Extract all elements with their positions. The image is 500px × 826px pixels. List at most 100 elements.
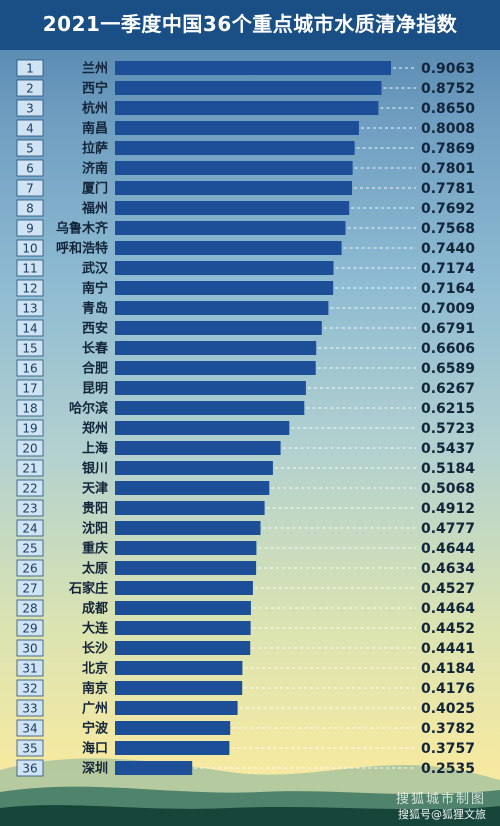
category-label: 西宁 <box>82 81 108 97</box>
bar-row: 34 宁波 0.3782 <box>16 719 475 737</box>
bar <box>115 501 265 515</box>
category-label: 武汉 <box>82 261 109 277</box>
category-label: 长沙 <box>82 641 108 657</box>
category-label: 郑州 <box>82 421 108 437</box>
rank-box <box>16 599 44 617</box>
category-label: 乌鲁木齐 <box>56 221 109 237</box>
rank-label: 12 <box>22 282 37 296</box>
value-label: 0.7440 <box>421 241 475 257</box>
value-label: 0.7568 <box>421 221 475 237</box>
bar-row: 24 沈阳 0.4777 <box>16 519 475 537</box>
rank-label: 11 <box>22 262 37 276</box>
rank-label: 24 <box>22 522 37 536</box>
value-label: 0.6215 <box>421 401 475 417</box>
bar <box>115 321 322 335</box>
bar <box>115 661 243 675</box>
category-label: 太原 <box>81 561 108 577</box>
bar <box>115 181 352 195</box>
category-label: 海口 <box>82 741 108 757</box>
rank-label: 10 <box>22 242 37 256</box>
value-label: 0.4912 <box>421 501 475 517</box>
rank-box <box>16 739 44 757</box>
bar <box>115 441 281 455</box>
rank-label: 8 <box>26 202 34 216</box>
bar-row: 9 乌鲁木齐 0.7568 <box>16 219 475 237</box>
category-label: 厦门 <box>82 181 108 197</box>
rank-label: 2 <box>26 82 34 96</box>
value-label: 0.6267 <box>421 381 475 397</box>
bar-row: 14 西安 0.6791 <box>16 319 475 337</box>
value-label: 0.3757 <box>421 741 475 757</box>
rank-box <box>16 299 44 317</box>
rank-label: 3 <box>26 102 34 116</box>
value-label: 0.4025 <box>421 701 475 717</box>
category-label: 天津 <box>82 481 108 497</box>
bar-row: 7 厦门 0.7781 <box>16 179 475 197</box>
value-label: 0.7869 <box>421 141 475 157</box>
rank-label: 17 <box>22 382 37 396</box>
rank-label: 35 <box>22 742 37 756</box>
bar-row: 13 青岛 0.7009 <box>16 299 475 317</box>
rank-label: 27 <box>22 582 37 596</box>
rank-box <box>16 79 44 97</box>
rank-box <box>16 559 44 577</box>
category-label: 深圳 <box>82 761 108 777</box>
rank-label: 28 <box>22 602 37 616</box>
value-label: 0.5184 <box>421 461 475 477</box>
rank-box <box>16 639 44 657</box>
value-label: 0.4634 <box>421 561 475 577</box>
category-label: 银川 <box>82 461 108 477</box>
bar <box>115 341 317 355</box>
bar <box>115 201 350 215</box>
bar-row: 4 南昌 0.8008 <box>16 119 475 137</box>
value-label: 0.8650 <box>421 101 475 117</box>
bar-row: 29 大连 0.4452 <box>16 619 475 637</box>
bar <box>115 481 270 495</box>
rank-label: 26 <box>22 562 37 576</box>
bar-row: 23 贵阳 0.4912 <box>16 499 475 517</box>
bar <box>115 261 334 275</box>
category-label: 沈阳 <box>82 521 108 537</box>
rank-box <box>16 139 44 157</box>
value-label: 0.4464 <box>421 601 475 617</box>
category-label: 合肥 <box>82 361 108 377</box>
rank-label: 31 <box>22 662 37 676</box>
bar <box>115 761 193 775</box>
bar <box>115 221 346 235</box>
bar-row: 2 西宁 0.8752 <box>16 79 475 97</box>
category-label: 重庆 <box>82 541 108 557</box>
rank-label: 16 <box>22 362 37 376</box>
category-label: 大连 <box>82 621 109 637</box>
bar-row: 6 济南 0.7801 <box>16 159 475 177</box>
rank-label: 7 <box>26 182 34 196</box>
rank-box <box>16 679 44 697</box>
bar <box>115 741 230 755</box>
category-label: 兰州 <box>82 61 108 77</box>
bar-row: 17 昆明 0.6267 <box>16 379 475 397</box>
category-label: 成都 <box>82 601 108 617</box>
value-label: 0.4184 <box>421 661 475 677</box>
value-label: 0.2535 <box>421 761 475 777</box>
bar <box>115 241 342 255</box>
bar-row: 15 长春 0.6606 <box>16 339 475 357</box>
bar-row: 11 武汉 0.7174 <box>16 259 475 277</box>
value-label: 0.5068 <box>421 481 475 497</box>
category-label: 宁波 <box>82 721 109 737</box>
value-label: 0.5437 <box>421 441 475 457</box>
rank-label: 29 <box>22 622 37 636</box>
category-label: 西安 <box>82 321 108 337</box>
rank-box <box>16 379 44 397</box>
rank-label: 14 <box>22 322 37 336</box>
category-label: 南宁 <box>82 281 108 297</box>
rank-label: 1 <box>26 62 34 76</box>
bar-row: 31 北京 0.4184 <box>16 659 475 677</box>
watermark-line1: 搜狐城市制图 <box>395 792 486 807</box>
rank-box <box>16 439 44 457</box>
bar-row: 26 太原 0.4634 <box>16 559 475 577</box>
rank-label: 32 <box>22 682 37 696</box>
rank-label: 25 <box>22 542 37 556</box>
bar-row: 3 杭州 0.8650 <box>16 99 475 117</box>
value-label: 0.8008 <box>421 121 475 137</box>
rank-box <box>16 719 44 737</box>
bar <box>115 121 359 135</box>
